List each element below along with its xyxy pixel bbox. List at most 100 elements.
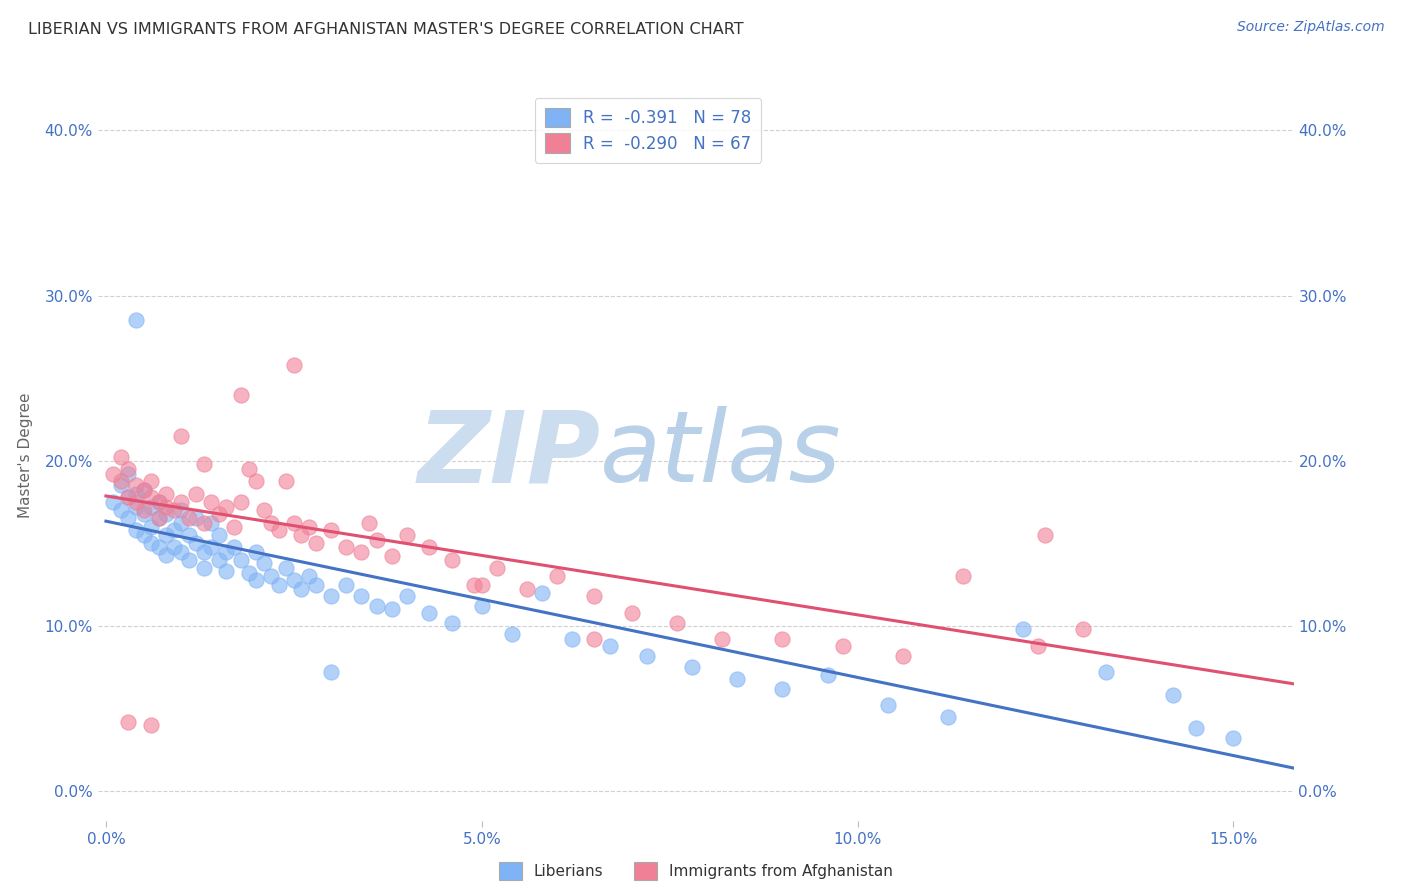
Point <box>599 639 621 653</box>
Point <box>440 553 463 567</box>
Point <box>283 516 305 531</box>
Point <box>516 582 538 597</box>
Text: Source: ZipAtlas.com: Source: ZipAtlas.com <box>1237 20 1385 34</box>
Point <box>139 490 162 504</box>
Point <box>125 478 148 492</box>
Point <box>305 577 328 591</box>
Point <box>139 718 162 732</box>
Point <box>132 483 155 498</box>
Point <box>200 495 222 509</box>
Point <box>170 429 193 443</box>
Point <box>335 540 357 554</box>
Point <box>117 714 139 729</box>
Point <box>245 544 267 558</box>
Point <box>238 566 260 580</box>
Point <box>770 632 793 646</box>
Point <box>184 511 207 525</box>
Text: LIBERIAN VS IMMIGRANTS FROM AFGHANISTAN MASTER'S DEGREE CORRELATION CHART: LIBERIAN VS IMMIGRANTS FROM AFGHANISTAN … <box>28 22 744 37</box>
Point <box>321 523 343 537</box>
Point <box>222 520 245 534</box>
Point <box>253 556 276 570</box>
Point <box>621 606 644 620</box>
Point <box>366 533 388 547</box>
Point <box>276 561 298 575</box>
Point <box>380 549 402 564</box>
Point <box>1035 528 1057 542</box>
Point <box>208 553 231 567</box>
Point <box>110 478 132 492</box>
Point <box>117 490 139 504</box>
Point <box>132 483 155 498</box>
Point <box>321 665 343 679</box>
Point <box>117 462 139 476</box>
Point <box>305 536 328 550</box>
Point <box>110 450 132 465</box>
Y-axis label: Master's Degree: Master's Degree <box>18 392 34 517</box>
Point <box>208 507 231 521</box>
Point <box>952 569 974 583</box>
Point <box>139 536 162 550</box>
Point <box>155 528 177 542</box>
Point <box>253 503 276 517</box>
Point <box>1071 622 1094 636</box>
Point <box>485 561 508 575</box>
Point <box>177 511 200 525</box>
Point <box>170 495 193 509</box>
Point <box>125 495 148 509</box>
Point <box>117 467 139 481</box>
Point <box>215 564 238 578</box>
Point <box>125 500 148 514</box>
Point <box>193 561 215 575</box>
Point <box>666 615 689 630</box>
Point <box>1185 721 1208 735</box>
Point <box>117 490 139 504</box>
Point <box>139 474 162 488</box>
Point <box>200 516 222 531</box>
Point <box>335 577 357 591</box>
Point <box>148 495 170 509</box>
Point <box>148 540 170 554</box>
Point <box>290 528 312 542</box>
Point <box>583 632 606 646</box>
Point <box>184 486 207 500</box>
Point <box>193 516 215 531</box>
Point <box>463 577 485 591</box>
Point <box>501 627 523 641</box>
Point <box>298 569 321 583</box>
Text: atlas: atlas <box>600 407 842 503</box>
Point <box>162 523 184 537</box>
Point <box>170 516 193 531</box>
Point <box>681 660 703 674</box>
Point <box>125 523 148 537</box>
Point <box>260 569 283 583</box>
Point <box>125 313 148 327</box>
Point <box>711 632 734 646</box>
Point <box>395 589 418 603</box>
Point <box>876 698 898 712</box>
Point <box>117 511 139 525</box>
Point <box>155 486 177 500</box>
Point <box>208 528 231 542</box>
Point <box>418 540 440 554</box>
Point <box>215 500 238 514</box>
Point <box>936 709 959 723</box>
Point <box>177 553 200 567</box>
Point <box>139 500 162 514</box>
Point <box>831 639 853 653</box>
Point <box>583 589 606 603</box>
Point <box>817 668 839 682</box>
Point <box>1222 731 1244 745</box>
Point <box>395 528 418 542</box>
Point <box>222 540 245 554</box>
Point <box>245 474 267 488</box>
Point <box>283 573 305 587</box>
Point <box>283 358 305 372</box>
Point <box>350 544 373 558</box>
Point <box>231 387 253 401</box>
Point <box>103 467 125 481</box>
Point <box>231 553 253 567</box>
Point <box>1026 639 1049 653</box>
Point <box>155 548 177 562</box>
Point <box>471 599 494 613</box>
Point <box>238 462 260 476</box>
